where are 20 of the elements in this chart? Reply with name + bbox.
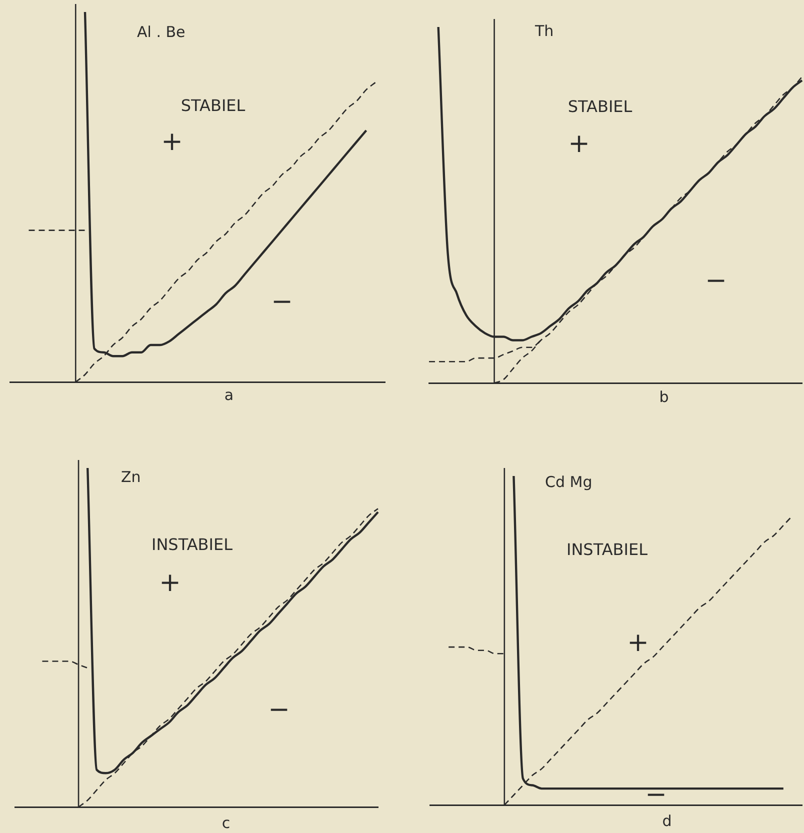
annotation: − <box>268 694 290 725</box>
annotation: STABIEL <box>568 97 632 116</box>
x-axis-title: c <box>222 814 230 832</box>
text: Al . Be <box>137 22 186 41</box>
annotation: − <box>645 780 667 810</box>
annotation: + <box>627 628 649 658</box>
annotation: + <box>161 126 183 157</box>
annotation: + <box>159 568 181 598</box>
annotation: INSTABIEL <box>151 535 233 554</box>
annotation: INSTABIEL <box>566 540 648 560</box>
x-axis-title: a <box>224 386 234 404</box>
annotation: − <box>271 286 293 317</box>
annotation: + <box>568 128 590 159</box>
chart-title: Zn <box>121 468 141 486</box>
x-axis-title: d <box>662 812 672 830</box>
annotation: − <box>705 266 727 296</box>
chart-title: Cd Mg <box>545 472 592 491</box>
x-axis-title: b <box>659 388 669 406</box>
chart-title: Th <box>534 22 554 40</box>
annotation: STABIEL <box>180 96 246 116</box>
